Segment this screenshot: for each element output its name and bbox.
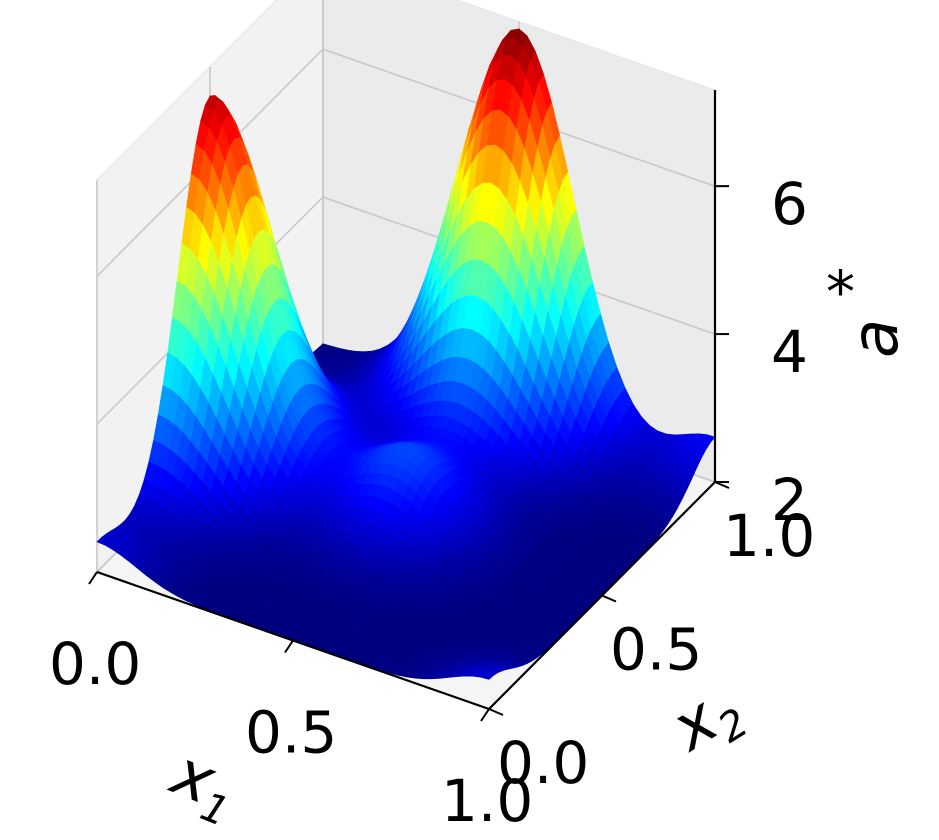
z-tick-label: 6 xyxy=(771,170,808,238)
x2-tick-label: 0.5 xyxy=(610,616,702,684)
x1-axis-title: x1 xyxy=(157,735,248,835)
grid-line-z-2 xyxy=(96,48,716,277)
z-axis-title: a xyxy=(839,319,913,358)
x1-tick-label: 0.5 xyxy=(245,699,337,767)
x2-tick-label: 1.0 xyxy=(723,502,815,570)
x1-tick-label: 0.0 xyxy=(49,630,141,698)
x1-tick-mark xyxy=(480,708,490,722)
x1-tick-mark xyxy=(284,639,294,654)
surface-mesh xyxy=(96,28,716,680)
surface-facet xyxy=(480,672,495,680)
x2-tick-label: 0.0 xyxy=(497,729,589,797)
x2-tick-mark xyxy=(601,594,617,603)
z-tick-label: 2 xyxy=(771,466,808,534)
z-axis-title-superscript: * xyxy=(826,258,855,326)
x1-tick-mark xyxy=(88,571,98,585)
x2-tick-mark xyxy=(488,708,504,716)
x2-axis-title: x2 xyxy=(658,669,757,773)
z-tick-label: 4 xyxy=(771,318,808,386)
x1-tick-label: 1.0 xyxy=(441,767,533,835)
